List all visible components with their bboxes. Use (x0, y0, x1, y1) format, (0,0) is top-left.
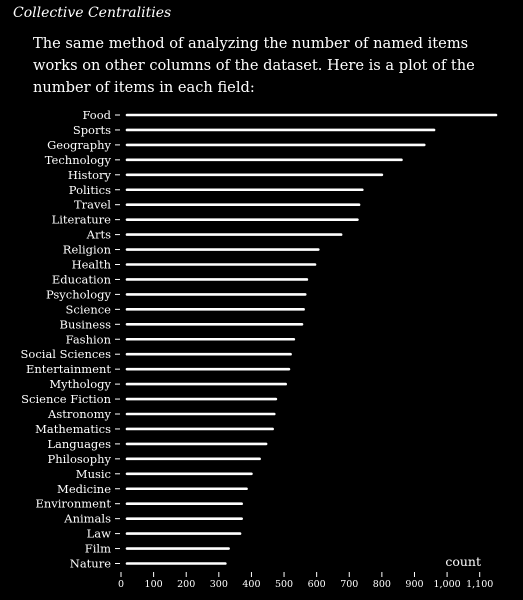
y-tick-label-science: Science (66, 302, 112, 316)
y-tick-label-education: Education (52, 272, 112, 286)
section-title: Collective Centralities (13, 5, 172, 21)
y-tick-label-film: Film (85, 542, 111, 556)
x-tick-label-600: 600 (308, 579, 326, 590)
y-tick-label-history: History (68, 168, 112, 182)
x-tick-label-900: 900 (405, 579, 423, 590)
y-tick-label-fashion: Fashion (66, 332, 112, 346)
y-tick-label-environment: Environment (35, 497, 111, 511)
y-tick-label-religion: Religion (63, 243, 112, 257)
x-tick-label-400: 400 (242, 579, 260, 590)
y-tick-label-animals: Animals (63, 512, 111, 526)
y-tick-label-health: Health (72, 258, 112, 272)
y-tick-label-medicine: Medicine (57, 482, 111, 496)
y-tick-label-social-sciences: Social Sciences (21, 347, 112, 361)
y-tick-label-sports: Sports (73, 123, 111, 137)
y-tick-label-politics: Politics (69, 183, 111, 197)
y-tick-label-travel: Travel (74, 198, 111, 212)
y-tick-label-philosophy: Philosophy (47, 452, 111, 466)
y-tick-label-geography: Geography (47, 138, 111, 152)
x-tick-label-1100: 1,100 (466, 579, 493, 590)
x-axis-label: count (445, 554, 481, 569)
y-tick-label-psychology: Psychology (46, 287, 112, 301)
y-tick-label-food: Food (82, 108, 111, 122)
y-tick-label-mythology: Mythology (49, 377, 111, 391)
x-tick-label-1000: 1,000 (433, 579, 460, 590)
x-tick-label-700: 700 (340, 579, 358, 590)
y-tick-label-entertainment: Entertainment (26, 362, 111, 376)
y-tick-label-nature: Nature (70, 557, 111, 571)
y-tick-label-mathematics: Mathematics (35, 422, 111, 436)
intro-paragraph: The same method of analyzing the number … (33, 35, 475, 96)
x-tick-label-300: 300 (210, 579, 228, 590)
y-tick-label-science-fiction: Science Fiction (21, 392, 111, 406)
y-tick-label-music: Music (76, 467, 111, 481)
y-tick-label-literature: Literature (52, 213, 112, 227)
x-tick-label-500: 500 (275, 579, 293, 590)
y-tick-label-astronomy: Astronomy (47, 407, 111, 421)
x-tick-label-0: 0 (118, 579, 124, 590)
y-tick-label-law: Law (87, 527, 111, 541)
y-tick-label-arts: Arts (86, 228, 111, 242)
x-tick-label-100: 100 (145, 579, 163, 590)
x-tick-label-800: 800 (373, 579, 391, 590)
y-tick-label-technology: Technology (45, 153, 112, 167)
x-tick-label-200: 200 (177, 579, 195, 590)
y-tick-label-business: Business (60, 317, 112, 331)
y-tick-label-languages: Languages (47, 437, 111, 451)
